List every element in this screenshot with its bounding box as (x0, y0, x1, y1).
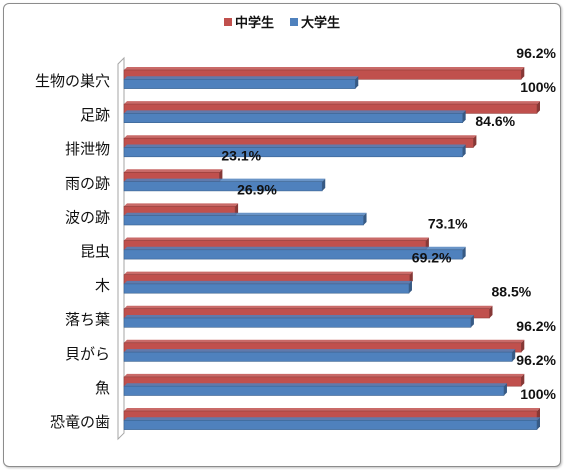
bar-side-junior-high (521, 373, 525, 387)
bar-top-university (124, 144, 466, 148)
bar-side-junior-high (409, 271, 413, 284)
bar-top-junior-high (124, 101, 540, 105)
bar-side-university (355, 76, 359, 89)
bar-top-junior-high (124, 135, 477, 139)
bar-top-university (124, 280, 412, 284)
bar-top-university (124, 76, 359, 80)
bar-side-university (462, 110, 466, 123)
bar-side-junior-high (537, 101, 540, 114)
data-label: 100% (520, 79, 556, 95)
category-label: 貝がら (65, 345, 110, 363)
bar-top-university (124, 212, 367, 216)
bar-top-university (124, 110, 466, 114)
bar-university (123, 113, 463, 124)
legend-label-university: 大学生 (301, 15, 340, 31)
bar-university (123, 317, 472, 328)
category-label: 落ち葉 (65, 311, 110, 329)
bar-top-university (124, 246, 466, 250)
data-label: 26.9% (237, 181, 277, 197)
data-label: 69.2% (412, 250, 452, 266)
category-label: 波の跡 (65, 208, 110, 226)
bar-top-junior-high (124, 169, 223, 173)
bar-top-university (124, 315, 474, 318)
axis-wall (117, 56, 125, 441)
bar-side-university (363, 212, 367, 225)
bar-top-university (124, 383, 507, 387)
bar-side-junior-high (537, 408, 540, 421)
category-label: 排泄物 (65, 140, 110, 158)
bar-top-junior-high (124, 67, 525, 70)
category-label: 魚 (95, 379, 110, 397)
bar-side-junior-high (219, 169, 223, 182)
bar-top-junior-high (124, 237, 429, 241)
category-label: 昆虫 (80, 243, 110, 261)
bar-side-junior-high (521, 339, 525, 353)
data-label: 23.1% (221, 147, 261, 163)
bar-top-junior-high (124, 203, 239, 207)
bar-side-university (503, 383, 507, 396)
category-label: 雨の跡 (65, 174, 110, 192)
bar-university (123, 419, 538, 430)
bar-side-university (512, 349, 516, 362)
bar-side-university (462, 144, 466, 157)
bar-side-university (322, 178, 326, 191)
bar-side-junior-high (473, 135, 477, 148)
category-label: 木 (95, 277, 110, 295)
bar-top-junior-high (124, 305, 493, 309)
data-label: 96.2% (516, 352, 556, 368)
bar-side-university (462, 246, 466, 260)
bar-top-junior-high (124, 408, 540, 411)
category-label: 恐竜の歯 (50, 413, 110, 431)
bar-side-university (408, 280, 412, 294)
data-label: 96.2% (516, 45, 556, 61)
data-label: 73.1% (428, 216, 468, 232)
category-label: 生物の巣穴 (35, 72, 110, 90)
bar-university (123, 351, 513, 362)
legend-label-junior-high: 中学生 (235, 15, 274, 31)
bar-top-university (124, 178, 326, 182)
bar-university (123, 385, 505, 396)
data-label: 96.2% (516, 318, 556, 334)
bar-side-university (470, 315, 474, 328)
bar-side-university (537, 417, 540, 430)
bar-top-junior-high (124, 373, 525, 377)
bar-university (123, 215, 364, 226)
bar-side-junior-high (489, 305, 493, 318)
bar-top-university (124, 349, 516, 353)
bar-university (123, 181, 323, 192)
data-label: 88.5% (492, 284, 532, 300)
bar-university (123, 283, 410, 294)
bar-top-university (124, 417, 540, 421)
bar-side-junior-high (521, 67, 525, 80)
bar-university (123, 147, 463, 158)
bar-top-junior-high (124, 339, 525, 343)
bar-university (123, 249, 463, 260)
bar-university (123, 79, 356, 89)
bar-side-junior-high (425, 237, 429, 250)
data-label: 84.6% (475, 113, 515, 129)
category-label: 足跡 (80, 106, 110, 124)
bar-top-junior-high (124, 271, 413, 275)
legend-swatch-junior-high (224, 18, 232, 26)
legend-swatch-university (290, 18, 298, 26)
data-label: 100% (520, 386, 556, 402)
bar-side-junior-high (235, 203, 239, 216)
